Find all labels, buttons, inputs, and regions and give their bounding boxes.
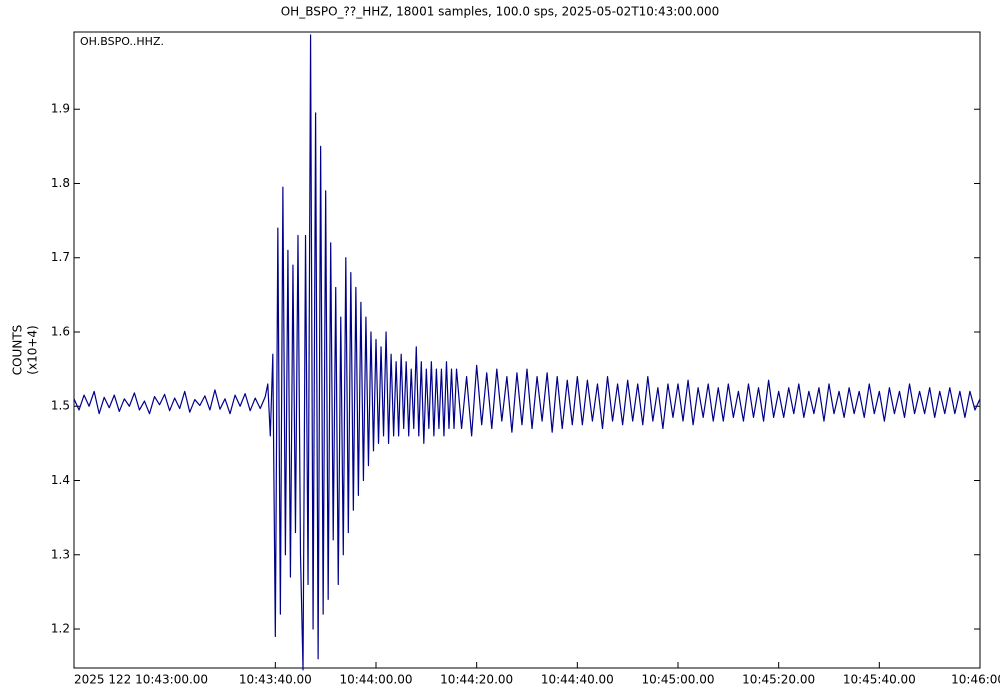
x-tick-label: 10:45:00.00 xyxy=(642,673,715,687)
chart-title: OH_BSPO_??_HHZ, 18001 samples, 100.0 sps… xyxy=(281,5,720,19)
x-tick-label: 10:45:40.00 xyxy=(843,673,916,687)
x-tick-label: 10:44:20.00 xyxy=(440,673,513,687)
x-tick-label: 10:45:20.00 xyxy=(742,673,815,687)
y-tick-label: 1.4 xyxy=(51,473,70,487)
waveform xyxy=(73,34,981,671)
plot-frame xyxy=(73,31,981,669)
y-tick-label: 1.8 xyxy=(51,176,70,190)
x-tick-label: 10:44:00.00 xyxy=(340,673,413,687)
x-tick-label: 10:46:00. xyxy=(951,673,1000,687)
y-tick-label: 1.5 xyxy=(51,399,70,413)
y-tick-label: 1.9 xyxy=(51,102,70,116)
y-tick-label: 1.7 xyxy=(51,250,70,264)
y-axis-label: COUNTS xyxy=(11,325,25,376)
y-tick-label: 1.6 xyxy=(51,324,70,338)
x-tick-label: 10:43:40.00 xyxy=(239,673,312,687)
x-tick-label: 2025 122 10:43:00.00 xyxy=(74,673,208,687)
trace-label: OH.BSPO..HHZ. xyxy=(80,35,164,48)
y-tick-label: 1.2 xyxy=(51,622,70,636)
y-axis-unit: (x10+4) xyxy=(26,325,40,374)
y-tick-label: 1.3 xyxy=(51,547,70,561)
x-tick-label: 10:44:40.00 xyxy=(541,673,614,687)
